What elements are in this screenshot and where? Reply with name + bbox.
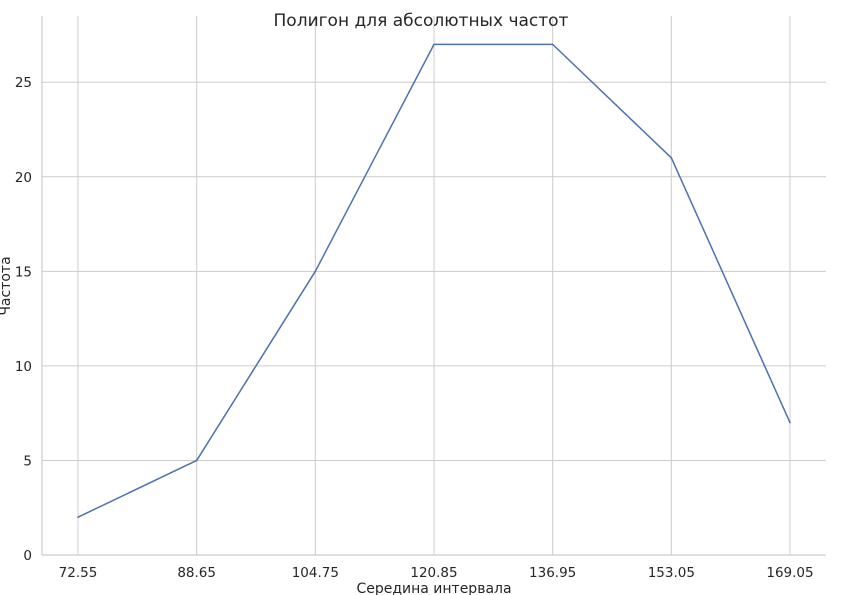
x-tick-label: 104.75 [292, 565, 339, 581]
y-axis-label: Частота [0, 256, 14, 315]
y-tick-label: 25 [15, 75, 32, 91]
x-axis-label: Середина интервала [356, 581, 511, 595]
y-tick-label: 5 [23, 453, 32, 469]
axes [41, 16, 826, 556]
y-tick-label: 0 [23, 548, 32, 564]
y-tick-label: 10 [15, 359, 32, 375]
data-point [433, 43, 435, 46]
x-tick-label: 136.95 [529, 565, 576, 581]
x-tick-label: 169.05 [766, 565, 813, 581]
y-tick-label: 20 [15, 170, 32, 186]
y-tick-labels: 0 5 10 15 20 25 [15, 75, 32, 564]
data-point [789, 421, 791, 424]
x-tick-label: 88.65 [177, 565, 216, 581]
grid [42, 16, 826, 555]
x-tick-label: 120.85 [410, 565, 457, 581]
data-point [314, 270, 317, 273]
data-point [77, 516, 79, 518]
data-point [551, 43, 554, 46]
data-point [670, 157, 673, 159]
x-tick-labels: 72.55 88.65 104.75 120.85 136.95 153.05 169.05 [59, 565, 814, 581]
data-point [195, 459, 198, 462]
x-tick-label: 153.05 [648, 565, 695, 581]
y-tick-label: 15 [15, 264, 32, 280]
x-tick-label: 72.55 [59, 565, 98, 581]
chart-title: Полигон для абсолютных частот [274, 11, 569, 31]
series [77, 43, 791, 518]
